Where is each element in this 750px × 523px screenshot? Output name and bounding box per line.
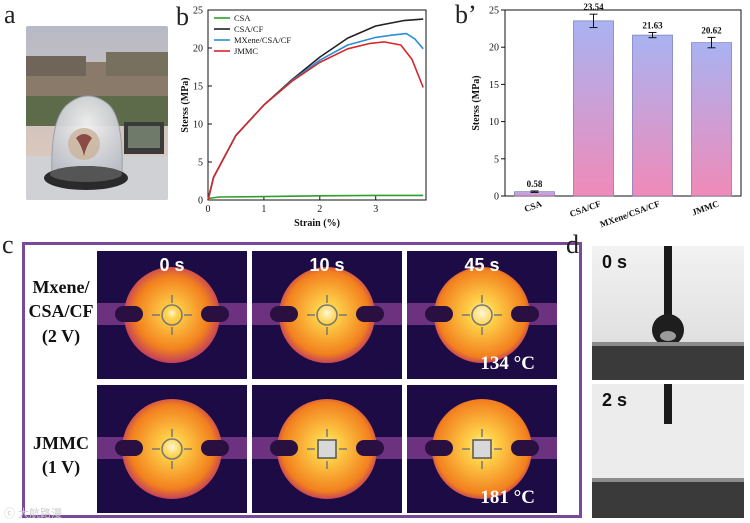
y-tick-label: 0 [494,192,499,203]
y-tick-label: 15 [489,80,499,91]
series-jmmc [207,41,424,201]
panel-label-d: d [566,230,579,259]
droplet-frame-0s: 0 s [592,246,744,380]
thermal-image [97,385,247,513]
thermal-time-label: 0 s [159,255,185,275]
legend-entry: CSA/CF [234,24,264,34]
y-axis-label: Sterss (MPa) [180,77,191,132]
stress-bar-chart: 0 5 10 15 20 25 Sterss (MPa) 0.58 CSA 23.54 CSA/CF… [471,2,742,229]
x-axis-label: Strain (%) [294,218,340,229]
droplet-time-label: 0 s [602,252,628,272]
bar-mxene-csa-cf [632,34,673,197]
droplet-time-label: 2 s [602,390,628,410]
x-tick-label: 1 [261,204,266,215]
thermal-image: 181 °C [407,385,557,513]
contact-angle-panel: 0 s 2 s [592,246,744,518]
y-tick-label: 10 [489,117,499,128]
row-label-line: CSA/CF [28,301,94,322]
plot-frame [504,9,742,197]
thermal-temperature-label: 134 °C [480,353,535,374]
panel-a-photo [26,26,168,200]
thermal-row-label-mxene: Mxene/ CSA/CF (2 V) [25,275,97,348]
y-tick-label: 0 [198,196,203,207]
bar-jmmc [691,42,732,197]
thermal-image: 10 s [252,251,402,379]
thermal-time-label: 45 s [464,255,500,275]
thermal-image: 45 s 134 °C [407,251,557,379]
legend-entry: JMMC [234,46,258,56]
legend-entry: MXene/CSA/CF [234,35,291,45]
x-category-label: JMMC [690,198,720,217]
x-category-label: CSA/CF [568,198,602,219]
x-tick-label: 3 [373,204,378,215]
droplet-frame-2s: 2 s [592,384,744,518]
x-tick-label: 0 [206,204,211,215]
y-tick-label: 5 [198,158,203,169]
series-mxene-csa-cf [207,32,424,201]
thermal-temperature-label: 181 °C [480,487,535,508]
thermal-image [252,385,402,513]
thermal-row-label-jmmc: JMMC (1 V) [25,431,97,480]
y-tick-label: 10 [193,120,203,131]
thermal-image-grid: 0 s 10 s 45 s 134 °C 181 °C [97,251,557,513]
row-label-line: JMMC [33,433,89,453]
y-axis-label: Sterss (MPa) [471,75,482,130]
panel-label-a: a [4,0,16,29]
bar-csa-cf [573,20,614,197]
row-label-line: Mxene/ [32,277,90,297]
y-tick-label: 15 [193,82,203,93]
x-category-label: MXene/CSA/CF [599,198,662,229]
x-category-label: CSA [523,198,544,214]
legend-entry: CSA [234,13,251,23]
y-tick-label: 25 [489,6,499,17]
y-tick-label: 20 [193,44,203,55]
panel-label-c: c [2,230,14,259]
y-tick-label: 20 [489,43,499,54]
panel-label-b-prime: b’ [455,0,477,29]
x-tick-label: 2 [317,204,322,215]
bar-value-label: 20.62 [701,25,722,35]
bar-value-label: 0.58 [527,179,543,189]
row-label-line: (1 V) [41,457,81,478]
bar-value-label: 21.63 [642,20,663,30]
panel-label-b: b [176,2,189,31]
watermark: ⓒ 大航路漫 [4,508,63,520]
row-label-line: (2 V) [41,325,81,346]
bar-value-label: 23.54 [583,2,604,12]
stress-strain-chart: 0 5 10 15 20 25 0 1 2 3 Strain (%) Sterss (MPa) CSAC… [180,6,427,229]
series-csa [207,194,424,200]
y-tick-label: 25 [193,6,203,17]
thermal-panel: Mxene/ CSA/CF (2 V) JMMC (1 V) 0 s 10 s 45… [22,242,582,518]
plot-frame [207,9,427,201]
y-tick-label: 5 [494,154,499,165]
thermal-image: 0 s [97,251,247,379]
thermal-time-label: 10 s [309,255,345,275]
